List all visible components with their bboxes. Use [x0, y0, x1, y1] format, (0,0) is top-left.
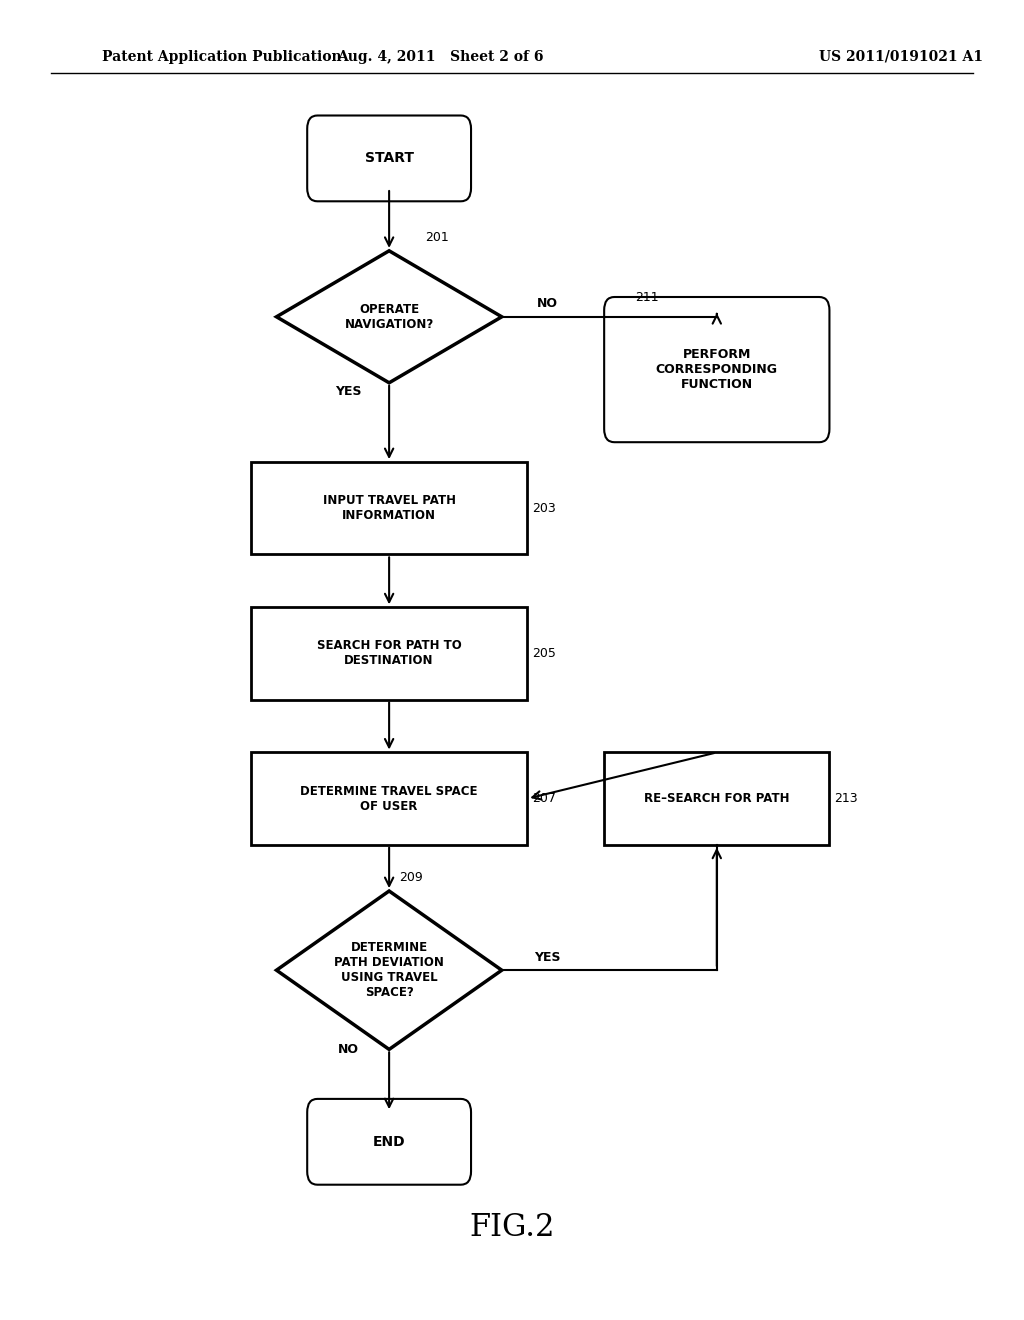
- Text: Aug. 4, 2011   Sheet 2 of 6: Aug. 4, 2011 Sheet 2 of 6: [337, 50, 544, 63]
- Text: INPUT TRAVEL PATH
INFORMATION: INPUT TRAVEL PATH INFORMATION: [323, 494, 456, 523]
- Text: NO: NO: [538, 297, 558, 310]
- FancyBboxPatch shape: [604, 297, 829, 442]
- Bar: [251, 752, 527, 845]
- Text: YES: YES: [535, 950, 561, 964]
- Text: START: START: [365, 152, 414, 165]
- Text: YES: YES: [335, 385, 361, 399]
- Text: 209: 209: [399, 871, 423, 884]
- FancyBboxPatch shape: [307, 1098, 471, 1185]
- FancyBboxPatch shape: [307, 115, 471, 201]
- Polygon shape: [276, 251, 502, 383]
- Text: PERFORM
CORRESPONDING
FUNCTION: PERFORM CORRESPONDING FUNCTION: [655, 348, 778, 391]
- Text: NO: NO: [338, 1043, 358, 1056]
- Text: Patent Application Publication: Patent Application Publication: [102, 50, 342, 63]
- Text: 201: 201: [425, 231, 449, 244]
- Bar: [604, 752, 829, 845]
- Text: OPERATE
NAVIGATION?: OPERATE NAVIGATION?: [344, 302, 434, 331]
- Bar: [251, 462, 527, 554]
- Text: 203: 203: [532, 502, 556, 515]
- Text: 211: 211: [635, 290, 658, 304]
- Text: 207: 207: [532, 792, 556, 805]
- Text: 213: 213: [835, 792, 858, 805]
- Text: FIG.2: FIG.2: [469, 1212, 555, 1243]
- Text: SEARCH FOR PATH TO
DESTINATION: SEARCH FOR PATH TO DESTINATION: [316, 639, 462, 668]
- Text: DETERMINE
PATH DEVIATION
USING TRAVEL
SPACE?: DETERMINE PATH DEVIATION USING TRAVEL SP…: [334, 941, 444, 999]
- Bar: [251, 607, 527, 700]
- Text: END: END: [373, 1135, 406, 1148]
- Text: DETERMINE TRAVEL SPACE
OF USER: DETERMINE TRAVEL SPACE OF USER: [300, 784, 478, 813]
- Text: 205: 205: [532, 647, 556, 660]
- Text: RE–SEARCH FOR PATH: RE–SEARCH FOR PATH: [644, 792, 790, 805]
- Polygon shape: [276, 891, 502, 1049]
- Text: US 2011/0191021 A1: US 2011/0191021 A1: [819, 50, 983, 63]
